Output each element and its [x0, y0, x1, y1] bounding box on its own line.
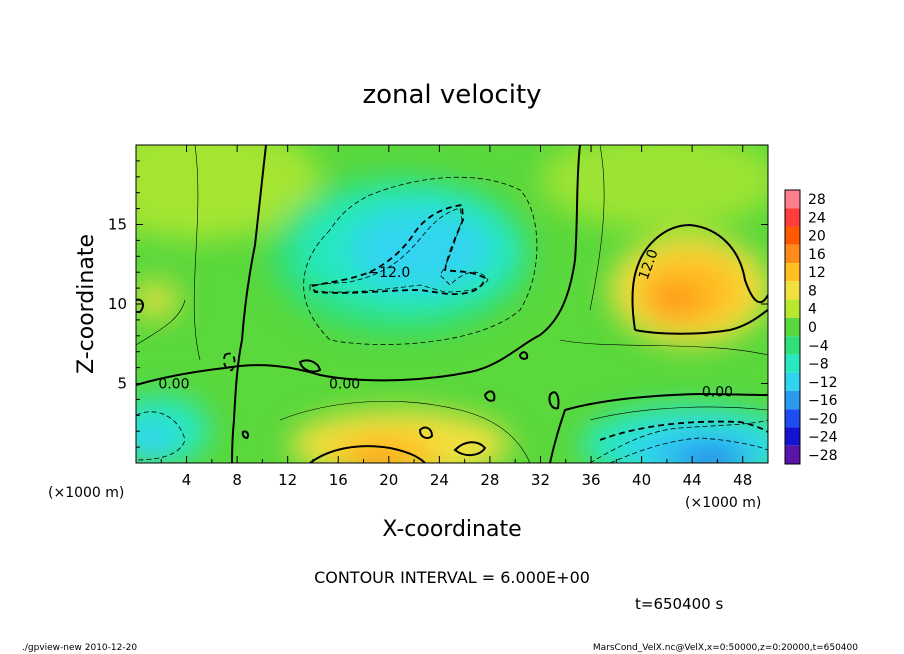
- y-axis-label: Z-coordinate: [74, 234, 99, 374]
- colorbar-label: −20: [808, 411, 838, 427]
- x-tick-label: 24: [430, 471, 449, 489]
- zero-contours: [136, 145, 768, 463]
- program-label: ./gpview-new 2010-12-20: [22, 643, 137, 653]
- x-tick-label: 20: [379, 471, 398, 489]
- contour-label: 0.00: [329, 377, 360, 393]
- x-tick-label: 40: [632, 471, 651, 489]
- colorbar-label: 0: [808, 320, 817, 336]
- colorbar-label: −28: [808, 448, 838, 464]
- colorbar-label: 16: [808, 247, 826, 263]
- colorbar-swatch: [785, 299, 800, 318]
- colorbar-swatch: [785, 409, 800, 428]
- colorbar-label: −24: [808, 430, 838, 446]
- colorbar-swatch: [785, 354, 800, 373]
- colorbar-swatch: [785, 226, 800, 245]
- colorbar-label: −16: [808, 393, 838, 409]
- colorbar-label: 12: [808, 265, 826, 281]
- y-axis-ticks: 5 10 15: [108, 160, 768, 448]
- y-tick-label: 10: [108, 295, 127, 313]
- colorbar-label: −4: [808, 338, 829, 354]
- colorbar-label: 28: [808, 192, 826, 208]
- time-label: t=650400 s: [635, 595, 723, 613]
- x-tick-label: 12: [278, 471, 297, 489]
- chart-title: zonal velocity: [362, 80, 541, 110]
- plot-area: [136, 145, 768, 463]
- x-tick-label: 16: [329, 471, 348, 489]
- colorbar-swatch: [785, 336, 800, 355]
- negative-bold-contours: [223, 203, 768, 441]
- thin-contours: [136, 145, 768, 463]
- colorbar-swatch: [785, 263, 800, 282]
- colorbar-label: 20: [808, 229, 826, 245]
- x-tick-label: 36: [581, 471, 600, 489]
- colorbar-label: 8: [808, 283, 817, 299]
- contour-label: 0.00: [158, 377, 189, 393]
- x-tick-label: 48: [733, 471, 752, 489]
- x-axis-ticks: 4 8 12 16 20 24 28 32 36 40 44 48: [160, 145, 752, 489]
- x-tick-label: 4: [182, 471, 192, 489]
- colorbar-frame: [784, 189, 801, 465]
- colorbar-label: 24: [808, 210, 826, 226]
- y-tick-label: 5: [117, 375, 127, 393]
- colorbar-swatch: [785, 244, 800, 264]
- y-tick-label: 15: [108, 216, 127, 234]
- colorbar-swatch: [785, 317, 800, 337]
- x-tick-label: 44: [683, 471, 702, 489]
- colorbar-swatch: [785, 208, 800, 227]
- colorbar-swatch: [785, 390, 800, 410]
- colorbar-swatch: [785, 190, 800, 209]
- x-tick-label: 28: [480, 471, 499, 489]
- colorbar-swatch: [785, 427, 800, 446]
- source-label: MarsCond_VelX.nc@VelX,x=0:50000,z=0:2000…: [593, 643, 858, 653]
- x-unit-label-right: (×1000 m): [685, 495, 761, 511]
- x-unit-label-left: (×1000 m): [48, 485, 124, 501]
- x-tick-label: 8: [232, 471, 242, 489]
- colorbar-swatch: [785, 445, 800, 464]
- colorbar-label: 4: [808, 302, 817, 318]
- field-shading: [136, 145, 768, 463]
- colorbar: 28 24 20 16 12 8 4 0 −4 −8 −12 −16 −20 −24 −28: [784, 189, 838, 465]
- contour-label: 0.00: [702, 384, 733, 400]
- x-tick-label: 32: [531, 471, 550, 489]
- contour-interval-text: CONTOUR INTERVAL = 6.000E+00: [314, 568, 590, 587]
- dashed-contours: [136, 176, 768, 463]
- x-axis-label: X-coordinate: [382, 517, 521, 542]
- colorbar-label: −8: [808, 357, 829, 373]
- colorbar-label: −12: [808, 375, 838, 391]
- contour-label: −12.0: [367, 265, 410, 281]
- colorbar-swatch: [785, 281, 800, 300]
- colorbar-swatch: [785, 372, 800, 391]
